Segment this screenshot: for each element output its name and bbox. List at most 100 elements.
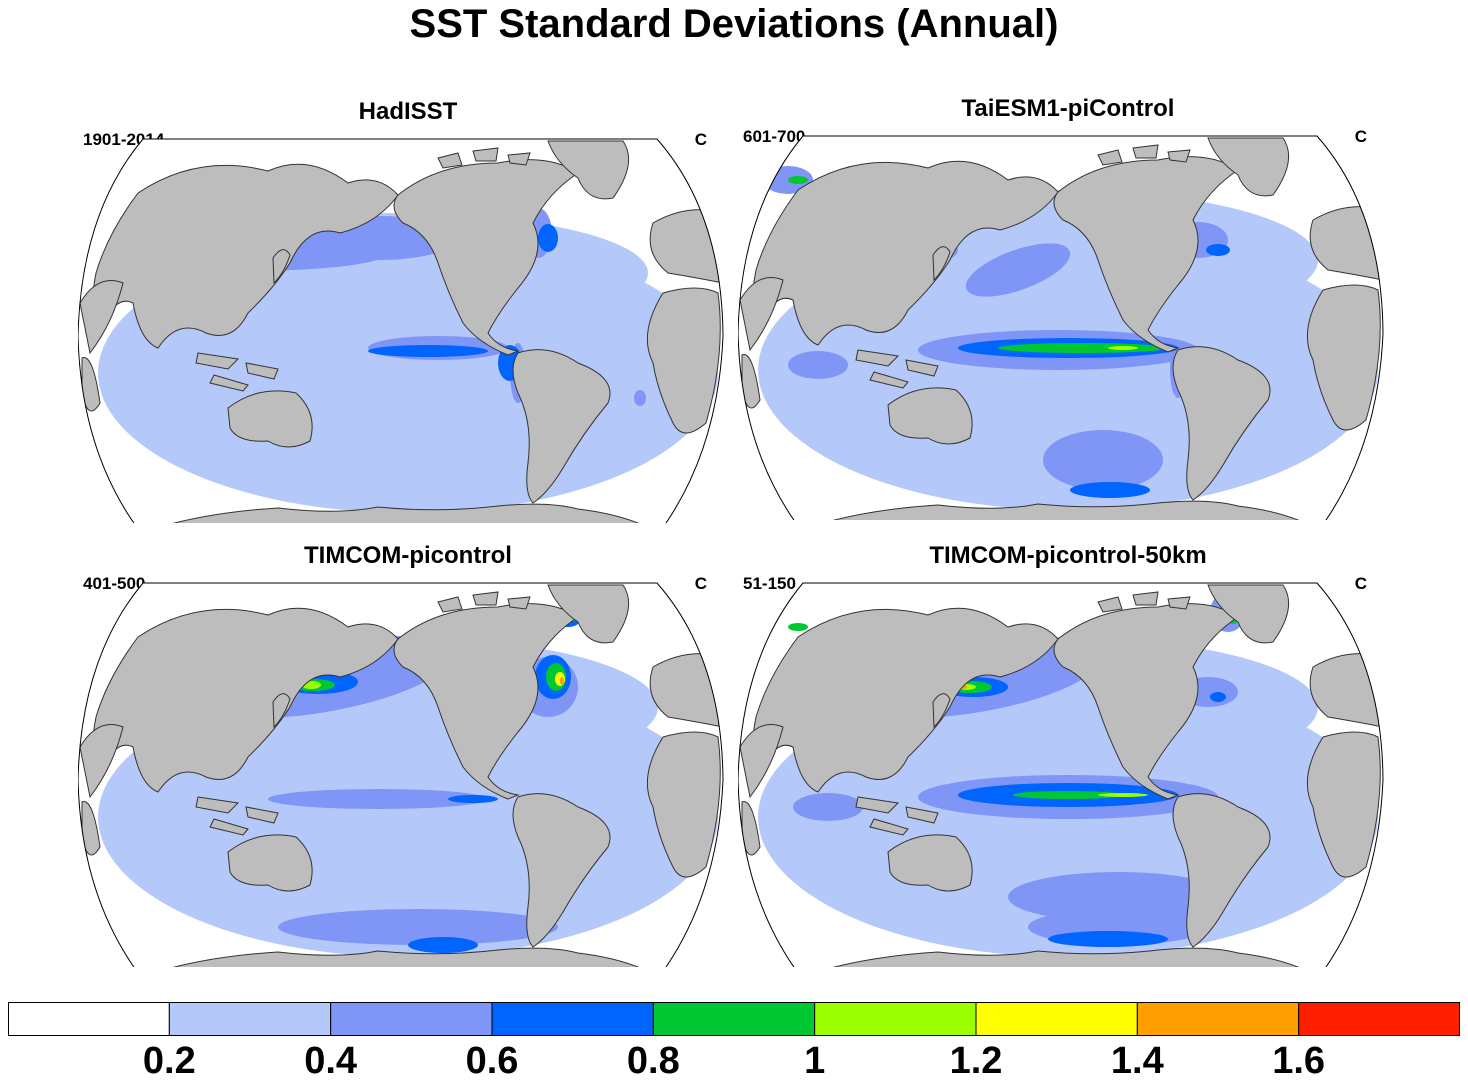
- land-japan: [932, 693, 951, 729]
- map-outline: [78, 582, 724, 967]
- panel-unit: C: [1354, 127, 1367, 146]
- panel-title: TIMCOM-picontrol: [304, 542, 512, 569]
- land-northAmerica: [1053, 156, 1239, 353]
- map-outline: [738, 582, 1384, 967]
- land-arcticIslands: [437, 147, 531, 169]
- panel-unit: C: [694, 130, 707, 149]
- sst-contour-region: [448, 795, 498, 803]
- sst-contour-region: [793, 793, 863, 821]
- panel-period: 601-700: [743, 127, 806, 146]
- land-europeEast: [649, 209, 723, 284]
- colorbar: [8, 1002, 1460, 1036]
- sst-contour-region: [788, 351, 848, 379]
- land-europe: [739, 277, 784, 352]
- land-australia: [887, 387, 973, 445]
- sst-contour-region: [408, 937, 478, 953]
- land-indonesia: [855, 349, 939, 389]
- land-europeEast: [1309, 206, 1383, 281]
- panel-title: HadISST: [358, 98, 458, 125]
- sst-contour-region: [538, 224, 558, 252]
- colorbar-box: [8, 1002, 170, 1036]
- colorbar-box: [814, 1002, 977, 1036]
- colorbar-tick-label: 1.4: [1110, 1040, 1164, 1082]
- sst-contour-region: [1210, 692, 1226, 702]
- map-panel-timcom: TIMCOM-picontrol 401-500 C: [78, 542, 738, 967]
- land-africa: [1306, 284, 1381, 431]
- colorbar-tick-label: 0.4: [304, 1040, 358, 1082]
- land-greenland: [547, 140, 630, 200]
- panel-period: 401-500: [83, 574, 146, 593]
- colorbar-tick-label: 0.8: [626, 1040, 680, 1082]
- sst-contour-region: [1108, 346, 1138, 350]
- land-antarctica: [800, 947, 1321, 967]
- land-japan: [272, 693, 291, 729]
- sst-contour-region: [788, 176, 808, 184]
- panel-title: TIMCOM-picontrol-50km: [929, 542, 1207, 569]
- land-greenland: [547, 584, 630, 644]
- colorbar-box: [975, 1002, 1138, 1036]
- land-indonesia: [855, 796, 939, 836]
- map-panel-taiesm1: TaiESM1-piControl 601-700 C: [738, 95, 1398, 520]
- world-map: [78, 138, 724, 523]
- panel-period: 51-150: [743, 574, 796, 593]
- world-map: [738, 582, 1384, 967]
- sst-contour-region: [634, 390, 646, 406]
- land-africa: [646, 287, 721, 434]
- land-japan: [932, 246, 951, 282]
- sst-contour-region: [1048, 931, 1168, 947]
- land-southAmerica: [1172, 793, 1271, 948]
- land-arcticIslands: [1097, 144, 1191, 166]
- colorbar-box: [491, 1002, 654, 1036]
- land-europeEast: [1309, 653, 1383, 728]
- panel-title: TaiESM1-piControl: [961, 95, 1175, 122]
- colorbar-box: [1136, 1002, 1300, 1036]
- land-japan: [272, 249, 291, 285]
- panel-unit: C: [694, 574, 707, 593]
- sst-contour-region: [278, 909, 558, 945]
- land-africa: [1306, 731, 1381, 878]
- land-australia: [227, 834, 313, 892]
- sst-contour-region: [1043, 430, 1163, 490]
- sst-contour-region: [1008, 872, 1228, 922]
- sst-contour-region: [1013, 791, 1123, 799]
- colorbar-tick-label: 1.6: [1272, 1040, 1326, 1082]
- sst-contour-region: [1206, 244, 1230, 256]
- colorbar-tick-label: 0.6: [465, 1040, 519, 1082]
- colorbar-tick-label: 1.2: [949, 1040, 1003, 1082]
- sst-contour-region: [788, 623, 808, 631]
- land-africa: [646, 731, 721, 878]
- map-panel-hadisst: HadISST 1901-2014 C: [78, 98, 738, 523]
- sst-contour-region: [268, 789, 488, 809]
- colorbar-tick-label: 0.2: [142, 1040, 196, 1082]
- colorbar-frame: [8, 1002, 1460, 1036]
- land-europeEast: [649, 653, 723, 728]
- figure-title: SST Standard Deviations (Annual): [409, 2, 1059, 46]
- world-map: [738, 135, 1384, 520]
- land-indonesia: [195, 796, 279, 836]
- land-europe: [79, 280, 124, 355]
- map-outline: [78, 138, 724, 523]
- colorbar-box: [1298, 1002, 1460, 1036]
- land-antarctica: [140, 947, 661, 967]
- land-southAmerica: [512, 349, 611, 504]
- sst-contour-region: [965, 243, 1071, 297]
- map-panel-timcom-50km: TIMCOM-picontrol-50km 51-150 C: [738, 542, 1398, 967]
- sst-contour-region: [368, 345, 488, 357]
- colorbar-box: [168, 1002, 332, 1036]
- land-arcticIslands: [1097, 591, 1191, 613]
- land-europe: [739, 724, 784, 799]
- land-indonesia: [195, 352, 279, 392]
- land-australia: [887, 834, 973, 892]
- land-arcticIslands: [437, 591, 531, 613]
- land-antarctica: [140, 503, 661, 523]
- land-australia: [227, 390, 313, 448]
- sst-contour-region: [1070, 482, 1150, 498]
- sst-contour-region: [998, 343, 1168, 353]
- land-europe: [79, 724, 124, 799]
- colorbar-tick-label: 1: [804, 1040, 826, 1082]
- land-southAmerica: [512, 793, 611, 948]
- land-northAmerica: [1053, 603, 1239, 800]
- colorbar-box: [330, 1002, 493, 1036]
- world-map: [78, 582, 724, 967]
- land-southAmerica: [1172, 346, 1271, 501]
